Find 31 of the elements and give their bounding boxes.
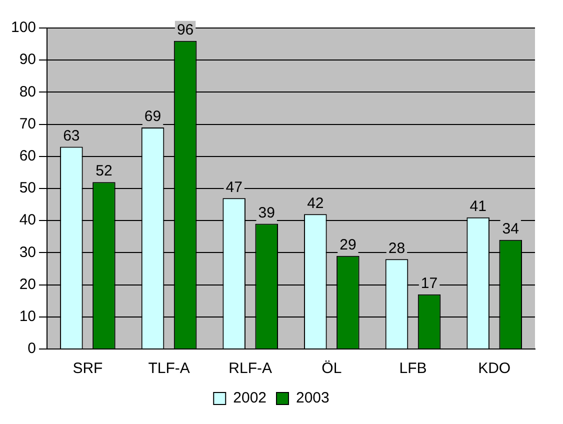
x-tick-label: RLF-A <box>228 360 272 378</box>
x-tick-label: LFB <box>399 360 427 378</box>
y-tick-label: 70 <box>19 115 36 132</box>
data-label: 39 <box>258 204 275 222</box>
y-tick-label: 80 <box>19 83 36 100</box>
data-label: 96 <box>176 21 194 38</box>
y-tick-label: 10 <box>19 308 36 326</box>
y-tick-label: 0 <box>28 340 36 358</box>
x-tick-label: ÖL <box>322 360 342 378</box>
y-tick-label: 50 <box>19 180 36 197</box>
data-label: 41 <box>470 198 486 216</box>
data-label: 34 <box>502 220 519 238</box>
data-label: 52 <box>96 162 112 180</box>
legend-label: 2003 <box>296 390 330 407</box>
data-label: 28 <box>388 240 406 257</box>
data-label: 17 <box>420 275 438 292</box>
legend-label: 2002 <box>233 390 267 407</box>
x-tick-label: SRF <box>72 360 103 378</box>
data-label: 63 <box>63 127 80 144</box>
y-tick-label: 20 <box>19 276 36 293</box>
x-tick-label: KDO <box>478 360 511 378</box>
data-label: 29 <box>340 236 356 254</box>
y-tick-label: 60 <box>19 148 36 165</box>
y-tick-label: 100 <box>10 19 36 36</box>
y-tick-label: 40 <box>19 212 36 229</box>
data-label: 47 <box>226 178 242 196</box>
x-tick-label: TLF-A <box>148 360 190 378</box>
data-label: 69 <box>144 108 162 126</box>
y-tick-label: 90 <box>19 51 36 68</box>
y-tick-label: 30 <box>19 244 36 261</box>
data-label: 42 <box>307 194 324 212</box>
